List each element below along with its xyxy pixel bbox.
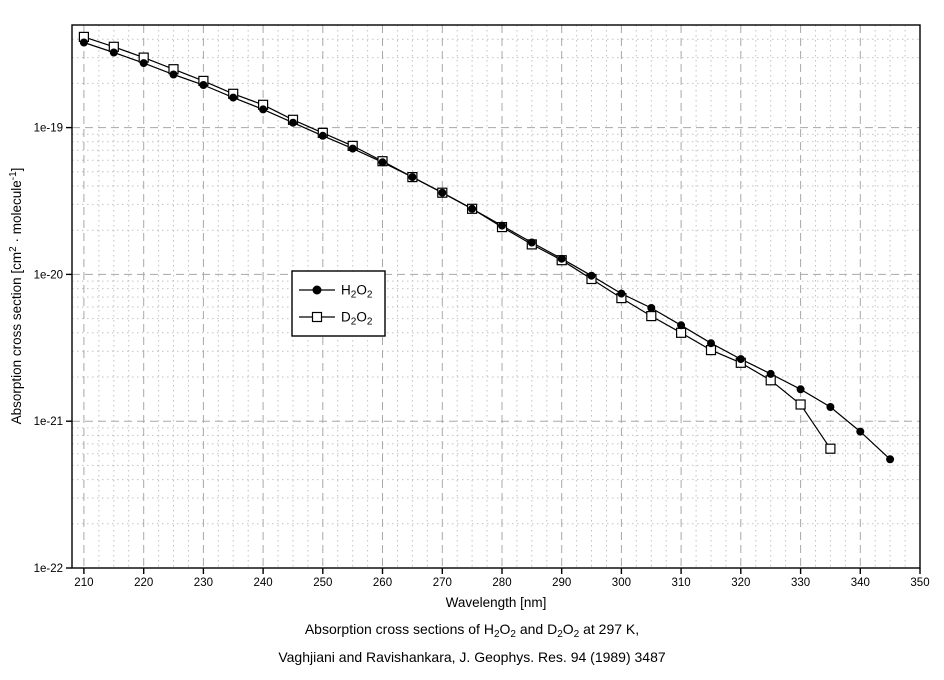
legend-label-d2o2: D2O2 — [341, 310, 373, 328]
x-tick-label: 330 — [791, 577, 810, 589]
series-line-h2o2 — [83, 41, 891, 460]
h2o2-data-point — [826, 403, 835, 411]
legend: H2O2 D2O2 — [291, 270, 386, 337]
h2o2-data-point — [647, 304, 656, 312]
h2o2-data-point — [169, 70, 178, 79]
h2o2-data-point — [587, 271, 596, 280]
y-axis-title: Absorption cross section [cm2 · molecule… — [8, 168, 24, 425]
d2o2-data-point — [646, 311, 657, 322]
x-tick-label: 310 — [672, 577, 691, 589]
series-line-d2o2 — [83, 36, 831, 450]
x-tick-label: 260 — [373, 577, 392, 589]
h2o2-data-point — [318, 131, 327, 140]
x-tick-label: 230 — [194, 577, 213, 589]
minor-grid — [72, 25, 920, 568]
x-tick-label: 220 — [134, 577, 153, 589]
h2o2-data-point — [229, 93, 238, 102]
h2o2-data-point — [259, 105, 268, 114]
major-grid — [72, 25, 920, 568]
h2o2-data-point — [557, 254, 566, 263]
x-tick-label: 270 — [433, 577, 452, 589]
x-tick-label: 300 — [612, 577, 631, 589]
x-tick-label: 240 — [254, 577, 273, 589]
legend-label-h2o2: H2O2 — [341, 283, 373, 301]
h2o2-data-point — [378, 158, 387, 167]
h2o2-data-point — [79, 38, 88, 47]
h2o2-data-point — [677, 321, 686, 330]
h2o2-data-point — [736, 355, 745, 364]
h2o2-data-point — [289, 118, 297, 127]
h2o2-data-point — [707, 339, 715, 348]
h2o2-data-point — [139, 59, 148, 68]
x-tick-label: 210 — [74, 577, 93, 589]
y-tick-label: 1e-20 — [34, 269, 63, 281]
chart-caption: Absorption cross sections of H2O2 and D2… — [0, 618, 944, 669]
h2o2-data-point — [408, 173, 417, 182]
tick-labels: 210 220 230 240 250 260 270 280 290 300 310 320 330 3… — [34, 123, 930, 589]
x-tick-label: 320 — [731, 577, 750, 589]
caption-line-1: Absorption cross sections of H2O2 and D2… — [304, 621, 640, 640]
h2o2-data-point — [617, 289, 626, 298]
absorption-chart: Wavelength [nm] Absorption cross section… — [8, 24, 930, 610]
h2o2-data-point — [109, 48, 118, 57]
d2o2-data-point — [825, 443, 836, 454]
x-tick-label: 250 — [313, 577, 332, 589]
series-markers-h2o2 — [79, 38, 895, 464]
x-axis-title: Wavelength [nm] — [446, 595, 547, 610]
legend-marker-d2o2 — [311, 311, 323, 323]
h2o2-data-point — [886, 455, 895, 464]
axis-ticks — [66, 126, 921, 574]
h2o2-data-point — [199, 81, 208, 89]
h2o2-data-point — [766, 369, 775, 378]
x-tick-label: 290 — [552, 577, 571, 589]
d2o2-data-point — [795, 399, 806, 410]
x-tick-label: 350 — [910, 577, 929, 589]
y-tick-label: 1e-22 — [34, 563, 63, 575]
x-tick-label: 340 — [851, 577, 870, 589]
h2o2-data-point — [796, 385, 805, 394]
y-tick-label: 1e-19 — [34, 123, 63, 135]
d2o2-data-point — [675, 327, 687, 338]
h2o2-data-point — [438, 188, 447, 197]
h2o2-data-point — [348, 144, 357, 153]
h2o2-data-point — [498, 221, 506, 230]
legend-box — [291, 270, 386, 337]
h2o2-data-point — [527, 238, 536, 247]
h2o2-data-point — [856, 427, 865, 436]
x-tick-label: 280 — [492, 577, 511, 589]
y-tick-label: 1e-21 — [34, 416, 63, 428]
caption-line-2: Vaghjiani and Ravishankara, J. Geophys. … — [278, 649, 666, 665]
h2o2-data-point — [468, 204, 477, 213]
legend-marker-h2o2 — [312, 285, 322, 295]
plot-border — [71, 24, 921, 569]
